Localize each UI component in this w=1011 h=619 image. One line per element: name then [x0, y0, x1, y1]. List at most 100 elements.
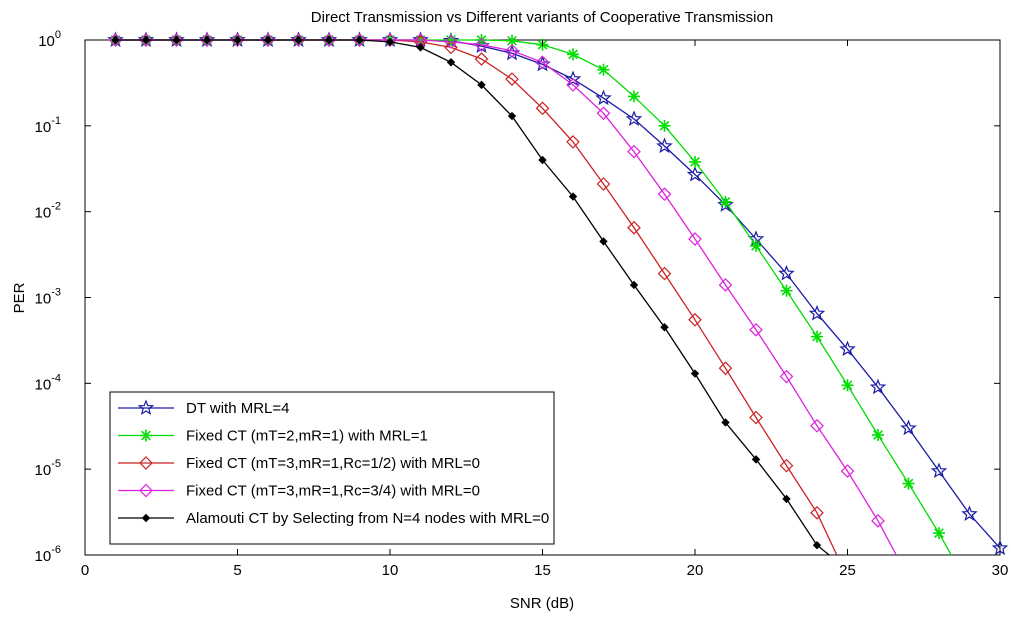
data-point	[839, 340, 856, 357]
data-point	[751, 455, 761, 464]
legend-marker	[141, 513, 151, 523]
data-point	[566, 135, 580, 149]
x-tick-label: 10	[382, 562, 399, 579]
chart-title: Direct Transmission vs Different variant…	[311, 9, 773, 26]
x-tick-label: 25	[839, 562, 856, 579]
data-point	[566, 78, 580, 92]
y-tick-label: 100	[38, 29, 61, 50]
y-tick-label: 10-5	[35, 458, 61, 479]
data-point	[200, 33, 214, 47]
data-point	[780, 284, 793, 297]
legend-entry: Fixed CT (mT=2,mR=1) with MRL=1	[186, 428, 428, 445]
data-point	[811, 330, 823, 343]
data-point	[538, 155, 547, 165]
data-point	[841, 379, 854, 392]
data-point	[477, 80, 486, 90]
data-point	[656, 137, 673, 154]
data-point	[139, 33, 153, 47]
data-point	[474, 52, 489, 66]
data-point	[808, 304, 826, 321]
data-point	[599, 237, 608, 246]
legend-entry: DT with MRL=4	[186, 400, 290, 417]
data-point	[718, 278, 733, 292]
data-point	[688, 232, 702, 246]
data-point	[782, 494, 791, 504]
data-point	[933, 527, 945, 540]
data-point	[779, 458, 794, 473]
data-point	[686, 165, 704, 182]
data-point	[475, 34, 488, 46]
data-point	[355, 35, 364, 45]
data-point	[597, 63, 610, 76]
data-point	[535, 55, 550, 70]
data-point	[660, 323, 669, 332]
data-point	[689, 155, 701, 168]
data-point	[505, 43, 519, 58]
x-tick-label: 30	[992, 562, 1009, 579]
legend-entry: Alamouti CT by Selecting from N=4 nodes …	[186, 510, 549, 527]
data-point	[688, 312, 702, 327]
y-tick-label: 10-1	[35, 115, 61, 136]
y-tick-label: 10-3	[35, 287, 61, 308]
y-tick-label: 10-6	[35, 544, 61, 565]
data-point	[625, 110, 643, 127]
data-point	[444, 35, 458, 49]
y-axis-label: PER	[11, 282, 28, 313]
data-point	[628, 90, 640, 103]
data-point	[749, 322, 763, 337]
legend-marker	[137, 399, 155, 416]
legend-entry: Fixed CT (mT=3,mR=1,Rc=1/2) with MRL=0	[186, 455, 480, 472]
data-point	[721, 418, 730, 427]
data-point	[871, 513, 885, 528]
data-point	[324, 35, 334, 45]
data-point	[900, 419, 917, 436]
data-point	[507, 111, 517, 121]
data-point	[810, 418, 824, 433]
data-point	[567, 48, 579, 61]
data-point	[108, 33, 123, 47]
data-point	[596, 106, 611, 121]
data-point	[416, 43, 425, 52]
data-point	[718, 361, 733, 376]
x-tick-label: 0	[81, 562, 89, 579]
data-point	[444, 40, 458, 55]
data-point	[627, 220, 641, 235]
x-tick-label: 15	[534, 562, 551, 579]
legend-box	[109, 391, 555, 545]
legend-marker	[139, 456, 153, 470]
data-point	[750, 239, 762, 252]
data-point	[657, 266, 672, 281]
data-point	[535, 101, 550, 116]
legend-marker	[139, 483, 153, 498]
data-point	[961, 505, 978, 522]
data-point	[291, 33, 306, 47]
data-point	[657, 187, 672, 201]
data-point	[446, 58, 456, 67]
data-point	[629, 280, 639, 290]
data-point	[261, 33, 275, 47]
data-point	[840, 464, 855, 478]
data-point	[690, 369, 700, 378]
data-point	[263, 35, 273, 45]
data-point	[627, 144, 641, 159]
data-point	[719, 195, 732, 208]
data-point	[564, 70, 582, 87]
data-point	[294, 35, 303, 45]
data-point	[505, 72, 519, 86]
x-tick-label: 5	[233, 562, 241, 579]
data-point	[568, 192, 578, 201]
y-tick-label: 10-2	[35, 201, 61, 222]
data-point	[872, 429, 884, 442]
data-point	[595, 89, 612, 106]
legend-entry: Fixed CT (mT=3,mR=1,Rc=3/4) with MRL=0	[186, 483, 480, 500]
legend-marker	[140, 429, 152, 442]
data-point	[902, 477, 915, 490]
data-point	[812, 541, 822, 550]
data-point	[596, 177, 611, 191]
data-point	[169, 33, 184, 47]
data-point	[141, 35, 151, 45]
data-point	[810, 505, 824, 520]
data-point	[869, 378, 887, 395]
data-point	[749, 410, 763, 425]
